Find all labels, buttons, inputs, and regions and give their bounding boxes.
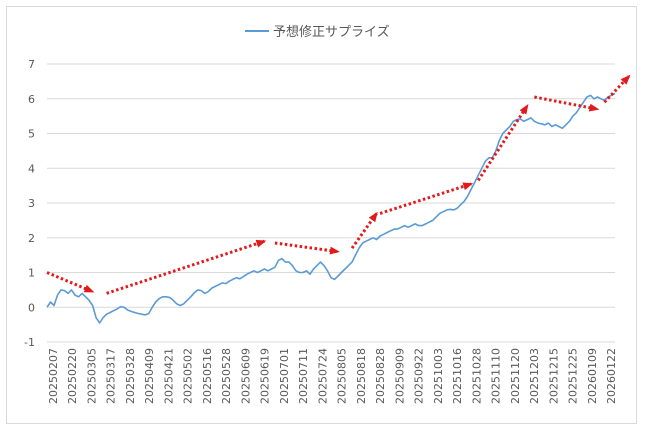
x-tick-label: 20250619 [259,348,272,404]
x-tick-label: 20251225 [567,348,580,404]
x-tick-label: 20251215 [547,348,560,404]
x-tick-label: 20260109 [586,348,599,404]
x-tick-label: 20250922 [413,348,426,404]
x-tick-label: 20250711 [297,348,310,404]
x-tick-label: 20251016 [451,348,464,404]
x-axis: 20250207 20250220 20250305 20250317 20250328… [47,348,618,404]
y-tick-label: 0 [28,301,35,314]
x-tick-label: 20250317 [105,348,118,404]
trend-arrow-3 [274,241,340,255]
y-tick-label: 4 [28,162,35,175]
trend-arrow-5 [379,182,474,215]
x-tick-label: 20250502 [182,348,195,404]
y-tick-label: 5 [28,128,35,141]
x-tick-label: 20250909 [393,348,406,404]
x-tick-label: 20251110 [490,348,503,404]
legend-label: 予想修正サプライズ [273,24,390,40]
x-tick-label: 20250828 [374,348,387,404]
x-tick-label: 20250421 [162,348,175,404]
x-tick-label: 20250528 [220,348,233,404]
x-tick-label: 20250805 [336,348,349,404]
y-tick-label: 6 [28,93,35,106]
trend-arrow-2 [106,239,267,295]
annotation-layer [46,74,631,295]
x-tick-label: 20250609 [239,348,252,404]
series-line [46,92,616,324]
trend-arrow-8 [603,74,631,104]
x-tick-label: 20251028 [470,348,483,404]
y-tick-label: 1 [28,267,35,280]
x-tick-label: 20260122 [605,348,618,404]
y-tick-label: -1 [24,336,35,349]
x-tick-label: 20250305 [85,348,98,404]
x-tick-label: 20250701 [278,348,291,404]
y-tick-label: 3 [28,197,35,210]
x-tick-label: 20251120 [509,348,522,404]
x-tick-label: 20250207 [47,348,60,404]
x-tick-label: 20250220 [66,348,79,404]
x-tick-label: 20250818 [355,348,368,404]
x-tick-label: 20250724 [316,348,329,404]
x-tick-label: 20251003 [432,348,445,404]
chart-frame: -1 0 1 2 3 4 5 6 7 20250207 20250220 20250305 20250… [6,6,637,424]
trend-arrow-7 [534,95,600,112]
y-axis: -1 0 1 2 3 4 5 6 7 [24,58,35,349]
y-tick-label: 2 [28,232,35,245]
trend-arrow-1 [46,271,95,293]
x-tick-label: 20250409 [143,348,156,404]
trend-arrow-6 [477,104,529,182]
x-tick-label: 20250516 [201,348,214,404]
y-tick-label: 7 [28,58,35,71]
trend-arrow-4 [350,211,378,250]
grid-layer [47,63,615,343]
series-layer [46,92,616,324]
x-tick-label: 20250328 [124,348,137,404]
legend: 予想修正サプライズ [245,24,390,40]
x-tick-label: 20251203 [528,348,541,404]
